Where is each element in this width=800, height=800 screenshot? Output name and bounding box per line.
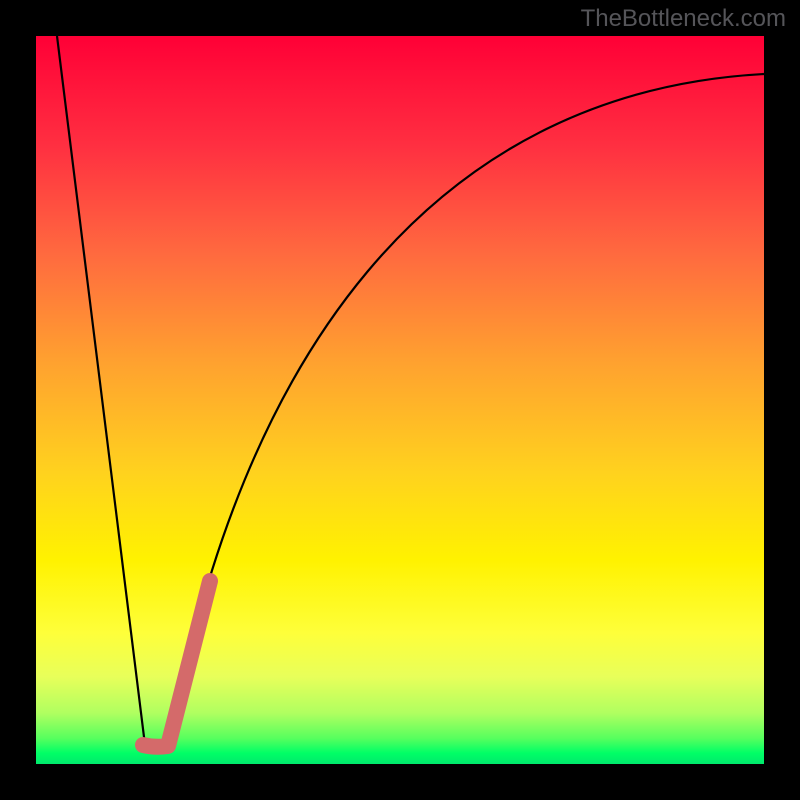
plot-background (36, 36, 764, 764)
watermark-text: TheBottleneck.com (581, 5, 786, 33)
chart-svg (0, 0, 800, 800)
chart-stage: TheBottleneck.com (0, 0, 800, 800)
